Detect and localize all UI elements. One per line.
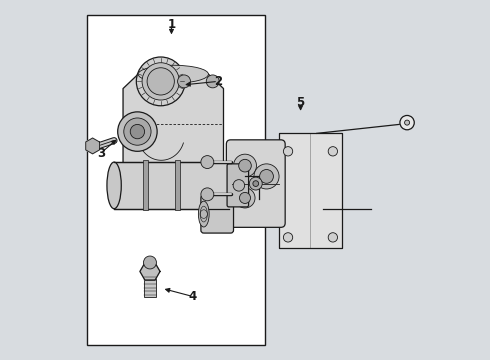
Bar [87,15,265,345]
Circle shape [206,75,219,88]
Circle shape [177,75,191,88]
Ellipse shape [107,162,122,209]
Circle shape [147,68,174,95]
Circle shape [233,180,245,191]
Polygon shape [140,263,160,280]
Circle shape [201,188,214,201]
Bar [114,162,229,209]
Circle shape [240,192,250,203]
Circle shape [124,118,151,145]
Circle shape [249,177,262,190]
Bar [143,160,148,211]
Circle shape [136,57,185,106]
Ellipse shape [198,201,209,227]
Ellipse shape [138,65,208,83]
Circle shape [239,159,251,172]
Circle shape [405,120,410,125]
Circle shape [234,154,256,177]
Circle shape [201,156,214,168]
Text: 1: 1 [168,18,175,31]
Text: 3: 3 [97,147,105,159]
Polygon shape [123,74,223,167]
Circle shape [400,116,414,130]
Text: 5: 5 [296,96,305,109]
Bar [175,160,180,211]
FancyBboxPatch shape [227,164,248,207]
Circle shape [328,147,338,156]
Circle shape [118,112,157,151]
Circle shape [283,147,293,156]
Circle shape [260,170,273,183]
Circle shape [253,181,259,186]
Circle shape [130,125,145,139]
Bar [144,273,156,297]
FancyBboxPatch shape [201,195,234,233]
Text: 2: 2 [214,75,222,88]
Circle shape [328,233,338,242]
Bar [279,134,342,248]
Text: 4: 4 [189,290,197,303]
Circle shape [142,63,179,100]
Polygon shape [86,138,99,154]
Circle shape [283,233,293,242]
Circle shape [235,188,255,208]
Circle shape [254,164,279,189]
FancyBboxPatch shape [226,140,285,227]
Circle shape [144,256,156,269]
